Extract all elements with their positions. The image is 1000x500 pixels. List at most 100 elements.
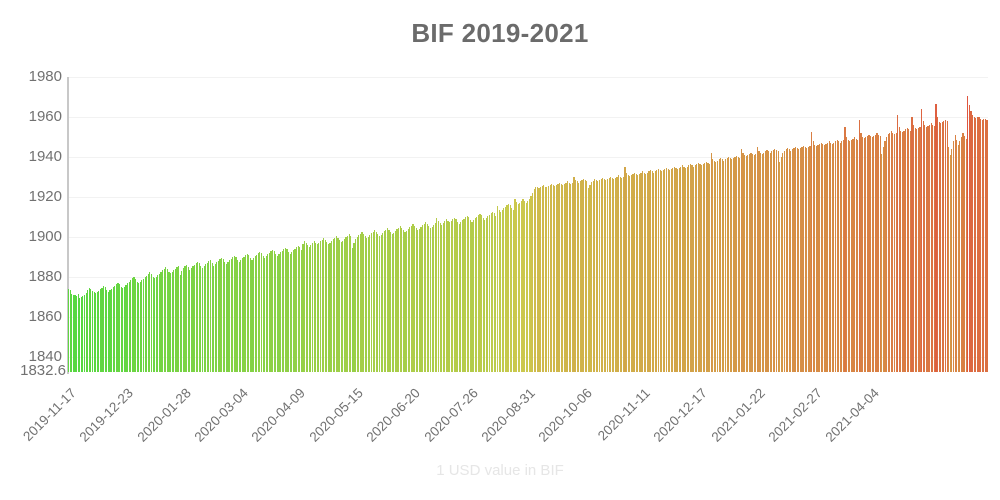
y-tick-label: 1960 bbox=[28, 108, 62, 126]
bar bbox=[457, 221, 459, 372]
bar bbox=[468, 217, 470, 372]
bar bbox=[289, 253, 291, 372]
bar bbox=[801, 147, 803, 372]
bar bbox=[807, 147, 809, 372]
bar bbox=[190, 267, 192, 372]
bar bbox=[622, 176, 624, 372]
bar bbox=[697, 163, 699, 372]
bar bbox=[606, 179, 609, 372]
bar bbox=[877, 134, 880, 372]
bar bbox=[616, 176, 618, 372]
bar bbox=[477, 215, 479, 372]
bar bbox=[514, 199, 516, 372]
bar bbox=[117, 282, 119, 372]
bar bbox=[146, 275, 148, 372]
bar bbox=[951, 149, 953, 372]
bar bbox=[433, 224, 435, 372]
bar bbox=[589, 185, 591, 372]
bar bbox=[815, 146, 817, 372]
bar bbox=[576, 181, 578, 372]
bar bbox=[557, 183, 559, 372]
bar bbox=[490, 213, 492, 372]
bar bbox=[442, 223, 444, 372]
bar bbox=[520, 201, 522, 372]
bar bbox=[814, 144, 816, 372]
bar bbox=[192, 266, 194, 372]
bar bbox=[508, 203, 510, 372]
bar bbox=[193, 264, 196, 372]
bar bbox=[382, 232, 384, 372]
bar bbox=[929, 124, 931, 372]
bar bbox=[390, 232, 392, 372]
bar bbox=[103, 286, 105, 372]
bar bbox=[898, 127, 900, 372]
bar bbox=[592, 180, 594, 372]
bar bbox=[688, 165, 690, 372]
bar bbox=[936, 117, 939, 372]
bar bbox=[292, 250, 294, 372]
bar bbox=[347, 235, 349, 372]
bar bbox=[756, 147, 758, 372]
bar bbox=[492, 211, 494, 372]
bar bbox=[737, 157, 739, 372]
bar bbox=[527, 201, 529, 372]
x-tick-label: 2020-06-20 bbox=[363, 385, 424, 445]
bar bbox=[471, 221, 473, 372]
bar bbox=[173, 270, 175, 372]
bar bbox=[240, 260, 242, 372]
bar bbox=[723, 160, 725, 372]
bar bbox=[115, 283, 117, 372]
bar bbox=[441, 224, 443, 372]
bar bbox=[675, 167, 677, 372]
bar bbox=[897, 115, 899, 372]
bar bbox=[519, 202, 521, 372]
bar bbox=[524, 201, 526, 372]
bar bbox=[707, 163, 709, 372]
bar bbox=[189, 269, 191, 372]
bar bbox=[83, 294, 86, 372]
bar bbox=[429, 227, 432, 372]
bar bbox=[783, 151, 786, 372]
bar bbox=[598, 180, 601, 372]
bar bbox=[830, 142, 832, 372]
bar bbox=[911, 117, 913, 372]
bar bbox=[339, 240, 341, 372]
bar bbox=[74, 295, 76, 372]
bar bbox=[857, 139, 859, 372]
bar bbox=[452, 219, 454, 372]
x-tick-label: 2020-07-26 bbox=[421, 385, 481, 445]
bar bbox=[632, 173, 634, 372]
bar bbox=[638, 173, 640, 372]
bar bbox=[651, 171, 653, 372]
bar bbox=[906, 128, 908, 372]
bar bbox=[965, 139, 967, 372]
bar bbox=[259, 251, 261, 372]
bar bbox=[251, 259, 253, 372]
bar bbox=[970, 111, 972, 372]
bar bbox=[798, 149, 800, 372]
bar bbox=[496, 206, 499, 372]
bar bbox=[142, 278, 145, 372]
bar bbox=[233, 255, 235, 372]
bar bbox=[571, 182, 573, 372]
bar bbox=[366, 237, 368, 372]
bar bbox=[195, 263, 197, 372]
bar bbox=[787, 148, 789, 372]
bar bbox=[960, 137, 963, 372]
bar bbox=[71, 293, 73, 372]
bar bbox=[825, 143, 827, 372]
bar bbox=[407, 228, 409, 372]
bar bbox=[393, 232, 395, 372]
bar bbox=[133, 276, 135, 372]
bar bbox=[715, 161, 717, 372]
bar bbox=[728, 157, 730, 372]
bar bbox=[708, 164, 711, 372]
bar bbox=[744, 155, 746, 372]
bar bbox=[184, 266, 186, 372]
bar bbox=[437, 221, 440, 372]
bar bbox=[327, 243, 330, 372]
bar bbox=[573, 177, 575, 372]
bar bbox=[809, 145, 811, 372]
bar bbox=[428, 226, 430, 372]
bar bbox=[919, 127, 921, 372]
